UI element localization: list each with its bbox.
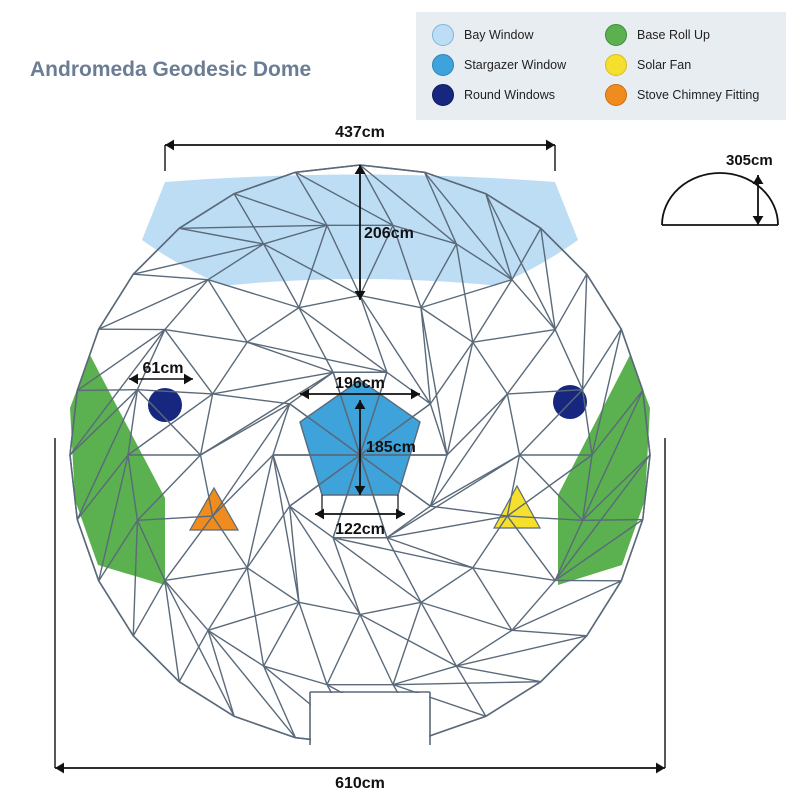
svg-text:206cm: 206cm bbox=[364, 225, 414, 242]
svg-text:437cm: 437cm bbox=[335, 124, 385, 141]
dome-diagram: 437cm 206cm 61cm 196cm 185cm 122cm 610cm 305cm bbox=[0, 0, 800, 800]
solar-fan bbox=[494, 486, 540, 528]
svg-text:305cm: 305cm bbox=[726, 152, 773, 169]
svg-text:610cm: 610cm bbox=[335, 775, 385, 792]
svg-text:196cm: 196cm bbox=[335, 375, 385, 392]
stove-chimney-fitting bbox=[190, 488, 238, 530]
svg-text:185cm: 185cm bbox=[366, 439, 416, 456]
svg-text:61cm: 61cm bbox=[143, 360, 184, 377]
svg-text:122cm: 122cm bbox=[335, 521, 385, 538]
